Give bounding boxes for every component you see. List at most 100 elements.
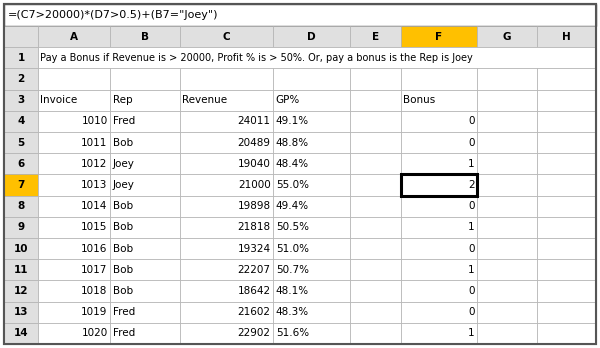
- Text: 1010: 1010: [82, 116, 107, 126]
- Bar: [536, 132, 596, 153]
- Bar: [110, 323, 180, 344]
- Text: 1020: 1020: [82, 329, 107, 338]
- Text: 48.8%: 48.8%: [276, 137, 309, 148]
- Text: Joey: Joey: [113, 180, 134, 190]
- Text: F: F: [436, 32, 442, 42]
- Bar: [38, 217, 110, 238]
- Bar: [38, 196, 110, 217]
- Text: Bob: Bob: [113, 201, 133, 211]
- Text: 1011: 1011: [81, 137, 107, 148]
- Bar: [38, 132, 110, 153]
- Bar: [536, 302, 596, 323]
- Text: Bob: Bob: [113, 222, 133, 232]
- Bar: [477, 89, 536, 111]
- Bar: [4, 323, 38, 344]
- Text: 55.0%: 55.0%: [276, 180, 309, 190]
- Bar: [401, 259, 477, 280]
- Bar: [273, 196, 350, 217]
- Text: 49.4%: 49.4%: [276, 201, 309, 211]
- Bar: [180, 26, 273, 47]
- Bar: [477, 196, 536, 217]
- Bar: [477, 217, 536, 238]
- Text: 12: 12: [14, 286, 28, 296]
- Text: 51.6%: 51.6%: [276, 329, 309, 338]
- Bar: [38, 153, 110, 174]
- Text: C: C: [223, 32, 230, 42]
- Bar: [401, 196, 477, 217]
- Bar: [38, 174, 110, 196]
- Text: 21818: 21818: [238, 222, 271, 232]
- Text: 50.5%: 50.5%: [276, 222, 309, 232]
- Bar: [401, 69, 477, 89]
- Bar: [350, 302, 401, 323]
- Bar: [401, 132, 477, 153]
- Text: 13: 13: [14, 307, 28, 317]
- Bar: [4, 259, 38, 280]
- Text: 1013: 1013: [81, 180, 107, 190]
- Bar: [38, 323, 110, 344]
- Bar: [477, 26, 536, 47]
- Text: 10: 10: [14, 244, 28, 254]
- Bar: [401, 280, 477, 302]
- Text: 1: 1: [468, 265, 475, 275]
- Bar: [110, 174, 180, 196]
- Bar: [536, 259, 596, 280]
- Bar: [38, 89, 110, 111]
- Bar: [180, 217, 273, 238]
- Text: Rep: Rep: [113, 95, 132, 105]
- Bar: [4, 89, 38, 111]
- Bar: [401, 238, 477, 259]
- Bar: [110, 111, 180, 132]
- Text: Joey: Joey: [113, 159, 134, 169]
- Text: 4: 4: [17, 116, 25, 126]
- Text: G: G: [503, 32, 511, 42]
- Bar: [350, 280, 401, 302]
- Text: 48.3%: 48.3%: [276, 307, 309, 317]
- Bar: [401, 153, 477, 174]
- Text: 49.1%: 49.1%: [276, 116, 309, 126]
- Text: 1: 1: [468, 222, 475, 232]
- Bar: [180, 323, 273, 344]
- Bar: [536, 111, 596, 132]
- Text: 50.7%: 50.7%: [276, 265, 309, 275]
- Bar: [38, 280, 110, 302]
- Bar: [477, 69, 536, 89]
- Text: 48.4%: 48.4%: [276, 159, 309, 169]
- Text: 0: 0: [468, 137, 475, 148]
- Bar: [110, 280, 180, 302]
- Bar: [4, 47, 38, 69]
- Bar: [273, 111, 350, 132]
- Bar: [38, 111, 110, 132]
- Bar: [350, 132, 401, 153]
- Bar: [38, 47, 596, 69]
- Bar: [350, 196, 401, 217]
- Text: 48.1%: 48.1%: [276, 286, 309, 296]
- Bar: [273, 174, 350, 196]
- Bar: [4, 153, 38, 174]
- Text: 0: 0: [468, 201, 475, 211]
- Bar: [536, 153, 596, 174]
- Bar: [38, 26, 110, 47]
- Text: 21602: 21602: [238, 307, 271, 317]
- Bar: [180, 280, 273, 302]
- Text: 2: 2: [468, 180, 475, 190]
- Bar: [401, 174, 477, 196]
- Bar: [350, 153, 401, 174]
- Bar: [477, 111, 536, 132]
- Text: Bob: Bob: [113, 265, 133, 275]
- Bar: [536, 280, 596, 302]
- Bar: [350, 174, 401, 196]
- Text: 20489: 20489: [238, 137, 271, 148]
- Bar: [536, 217, 596, 238]
- Text: B: B: [141, 32, 149, 42]
- Text: Bonus: Bonus: [403, 95, 436, 105]
- Bar: [401, 26, 477, 47]
- Text: Bob: Bob: [113, 244, 133, 254]
- Bar: [401, 174, 477, 196]
- Bar: [536, 89, 596, 111]
- Text: Bob: Bob: [113, 286, 133, 296]
- Bar: [350, 217, 401, 238]
- Text: 3: 3: [17, 95, 25, 105]
- Text: 1017: 1017: [81, 265, 107, 275]
- Bar: [110, 302, 180, 323]
